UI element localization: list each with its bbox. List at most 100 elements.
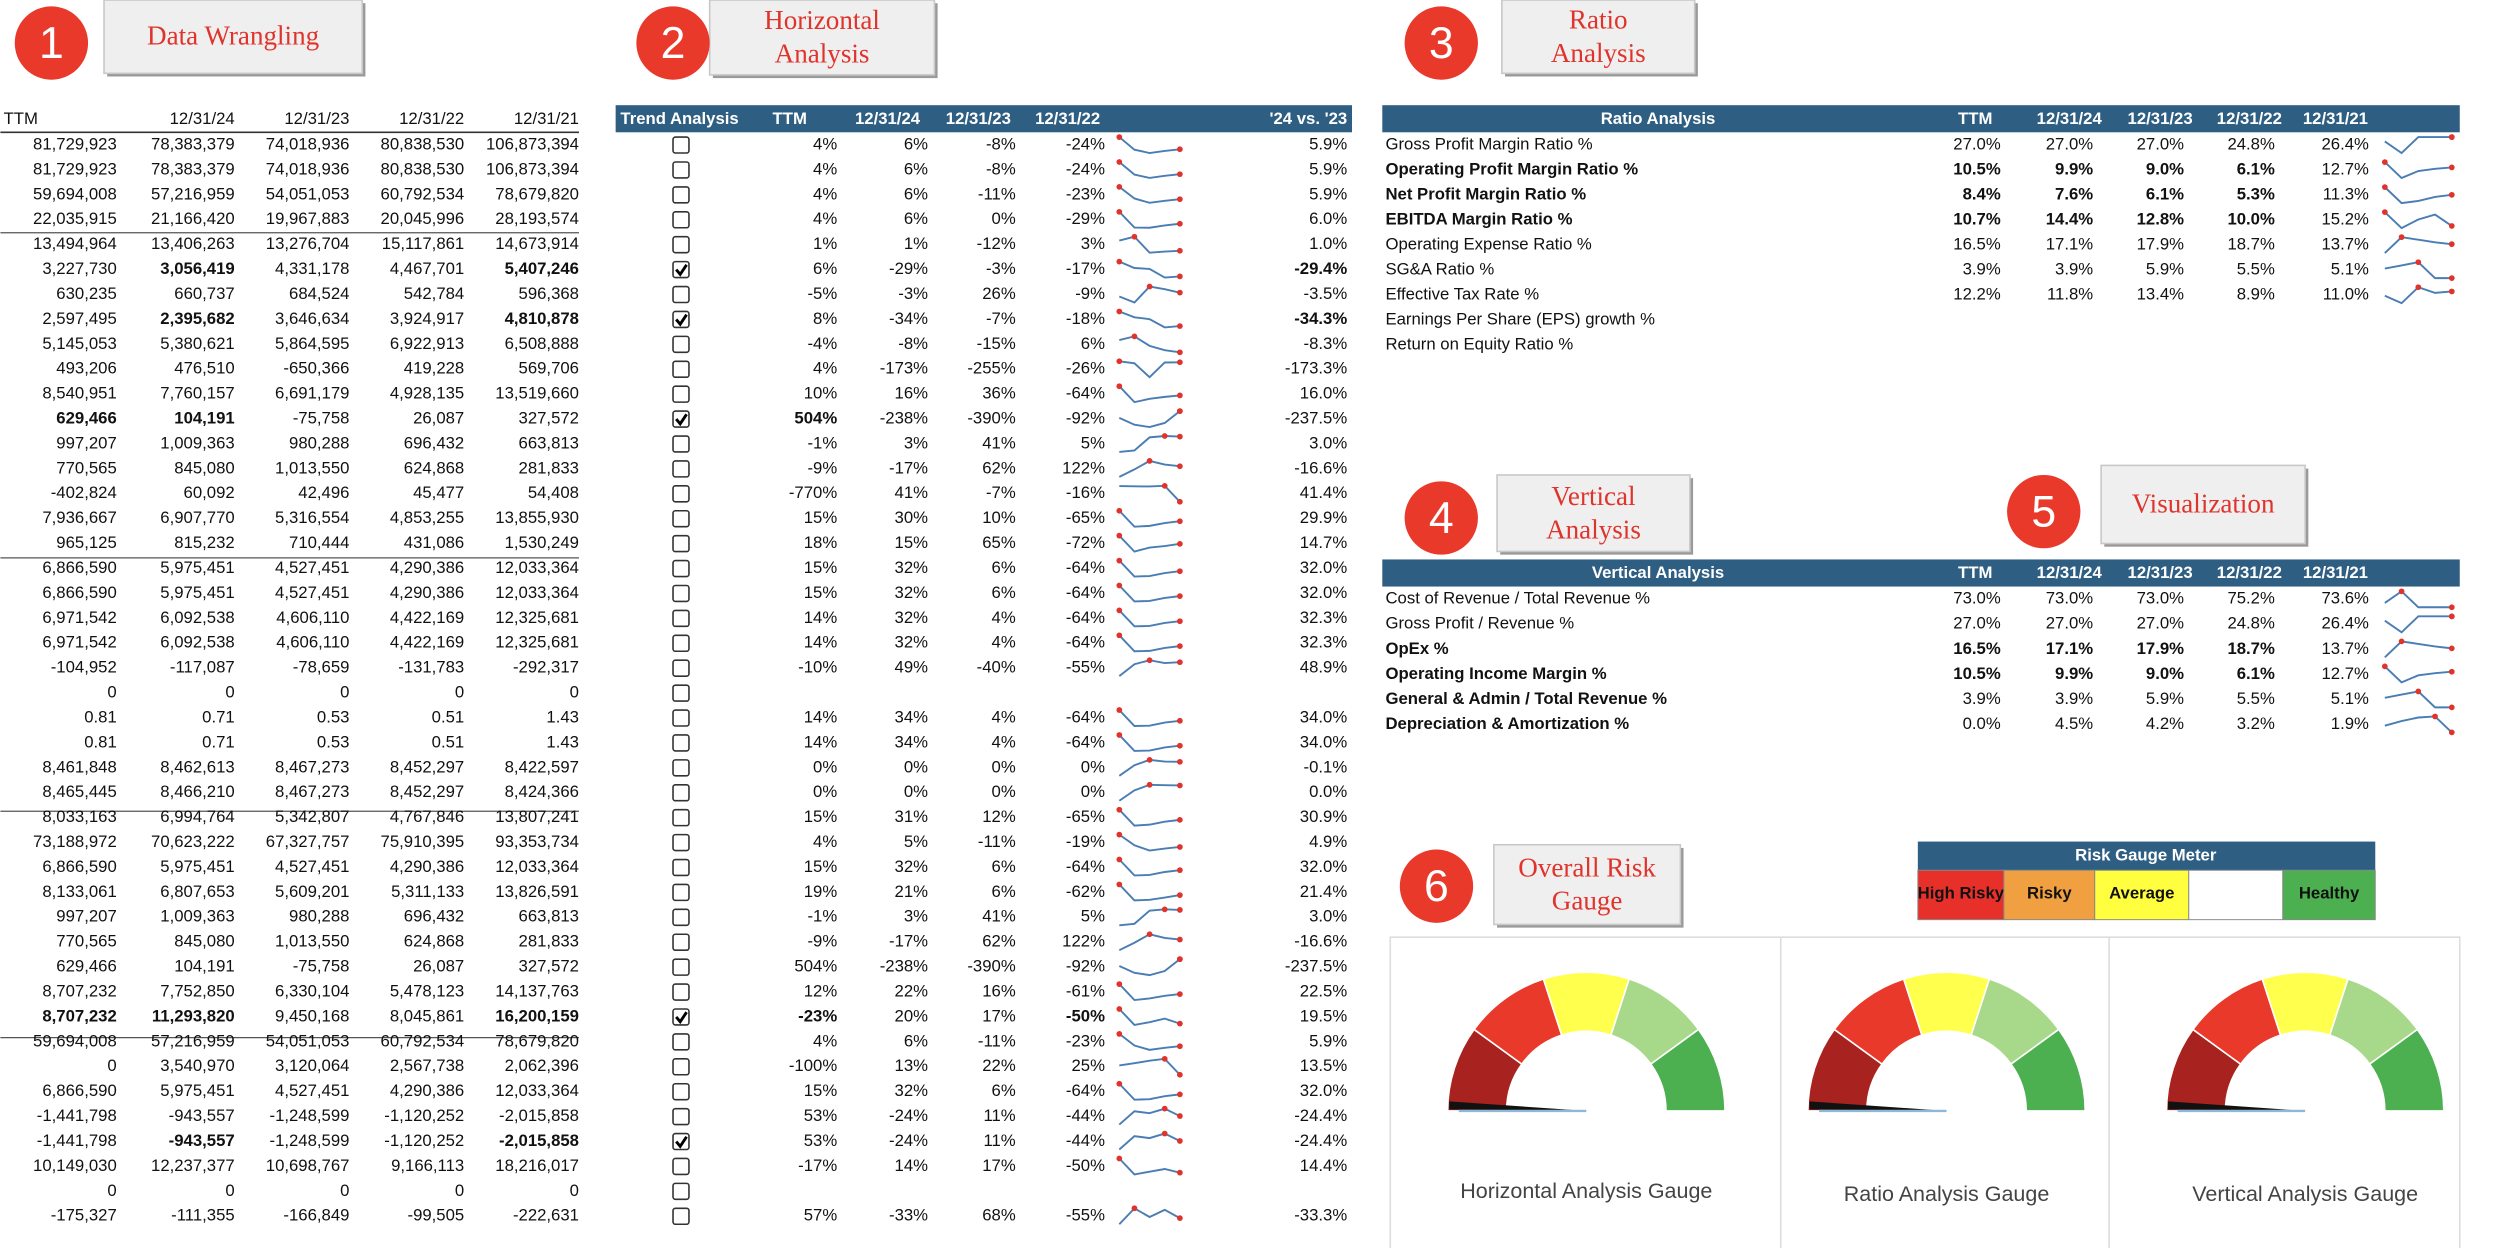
cell: -17% <box>1066 259 1105 278</box>
sparkline-marker <box>1177 433 1183 440</box>
checkbox[interactable] <box>672 235 690 254</box>
checkbox[interactable] <box>672 385 690 403</box>
cell: -255% <box>967 359 1015 378</box>
cell: 4,767,846 <box>390 807 464 826</box>
checkbox[interactable] <box>672 808 690 827</box>
checkbox[interactable] <box>672 634 690 653</box>
cell: 10% <box>982 508 1016 527</box>
cell: 17.9% <box>2137 235 2185 254</box>
cell: 9,166,113 <box>391 1156 464 1175</box>
cell: 0 <box>455 683 464 702</box>
checkbox[interactable] <box>672 1107 690 1126</box>
checkbox[interactable] <box>672 783 690 802</box>
cell: 14% <box>895 1156 929 1175</box>
cell: -33.3% <box>1294 1206 1347 1225</box>
checkbox[interactable] <box>672 1033 690 1051</box>
meter-cell <box>2188 869 2284 921</box>
checkbox[interactable] <box>672 360 690 379</box>
checkbox[interactable] <box>672 684 690 702</box>
checkbox[interactable] <box>672 659 690 677</box>
checkbox[interactable] <box>672 908 690 927</box>
cell: 630,235 <box>56 284 116 303</box>
cell: 10.7% <box>1953 210 2001 229</box>
cell: 13,826,591 <box>495 882 579 901</box>
cell: 4,606,110 <box>276 608 349 627</box>
cell: 3% <box>1081 234 1105 253</box>
checkbox[interactable] <box>672 1207 690 1226</box>
cell: 0.71 <box>202 707 235 726</box>
checkbox[interactable] <box>672 211 690 229</box>
cell: -2,015,858 <box>499 1106 579 1125</box>
cell: 53% <box>804 1106 838 1125</box>
cell: 2,567,738 <box>390 1056 464 1075</box>
section-button <box>1496 474 1691 553</box>
cell: 5.1% <box>2331 260 2369 279</box>
sparkline-marker <box>1177 956 1183 963</box>
checkbox[interactable] <box>672 161 690 179</box>
checkbox[interactable] <box>672 584 690 603</box>
checkbox[interactable] <box>672 136 690 154</box>
checkbox[interactable] <box>672 709 690 727</box>
checkbox[interactable] <box>672 509 690 528</box>
cell: 5.9% <box>1309 184 1347 203</box>
sparkline-marker <box>1177 273 1183 280</box>
checkbox[interactable] <box>672 858 690 877</box>
checkbox[interactable] <box>672 559 690 578</box>
checkbox[interactable] <box>672 335 690 354</box>
cell: 6,866,590 <box>42 583 116 602</box>
cell: -29.4% <box>1294 259 1347 278</box>
checkbox[interactable] <box>672 1182 690 1201</box>
cell: 624,868 <box>404 932 464 951</box>
sparkline-marker <box>1177 1113 1183 1119</box>
checkbox[interactable] <box>672 983 690 1001</box>
cell: 106,873,394 <box>486 134 579 153</box>
cell: 31% <box>895 807 929 826</box>
sparkline-marker <box>1177 498 1183 505</box>
sparkline-marker <box>1116 607 1123 614</box>
column-header: 12/31/22 <box>2217 563 2282 582</box>
cell: 493,206 <box>56 359 116 378</box>
sparkline <box>1118 958 1181 977</box>
checkbox[interactable] <box>672 285 690 304</box>
cell: 26,087 <box>413 957 464 976</box>
sparkline <box>1118 186 1180 204</box>
checkbox[interactable] <box>672 734 690 752</box>
checkbox[interactable] <box>672 1058 690 1076</box>
cell: 16.0% <box>1300 384 1348 403</box>
checkbox[interactable] <box>672 485 690 503</box>
sparkline <box>1118 858 1180 877</box>
column-header: 12/31/23 <box>2128 109 2193 128</box>
cell: 0.51 <box>432 707 465 726</box>
cell: -92% <box>1066 957 1105 976</box>
cell: 14% <box>804 732 838 751</box>
cell: -17% <box>798 1156 837 1175</box>
checkbox[interactable] <box>672 534 690 553</box>
cell: 12,033,364 <box>495 857 579 876</box>
cell: 6,866,590 <box>42 558 116 577</box>
cell: 15.2% <box>2321 210 2369 229</box>
cell: -3.5% <box>1304 284 1348 303</box>
checkbox[interactable] <box>672 460 690 478</box>
cell: 15% <box>804 583 838 602</box>
checkbox[interactable] <box>672 609 690 628</box>
row-label: Cost of Revenue / Total Revenue % <box>1385 589 1650 608</box>
cell: 7,752,850 <box>160 981 234 1000</box>
cell: 17% <box>982 1006 1016 1025</box>
row-label: OpEx % <box>1385 639 1448 658</box>
cell: 327,572 <box>519 408 579 427</box>
checkbox[interactable] <box>672 933 690 951</box>
checkbox[interactable] <box>672 186 690 204</box>
checkbox[interactable] <box>672 1157 690 1176</box>
checkbox[interactable] <box>672 759 690 777</box>
cell: 7,760,157 <box>160 384 234 403</box>
checkbox[interactable] <box>672 1082 690 1101</box>
cell: 8,133,061 <box>42 882 116 901</box>
cell: 596,368 <box>519 284 579 303</box>
cell: 49% <box>895 658 929 677</box>
sparkline-marker <box>2398 588 2405 595</box>
cell: -1,120,252 <box>384 1131 464 1150</box>
checkbox[interactable] <box>672 833 690 852</box>
checkbox[interactable] <box>672 883 690 902</box>
checkbox[interactable] <box>672 435 690 453</box>
checkbox[interactable] <box>672 958 690 976</box>
